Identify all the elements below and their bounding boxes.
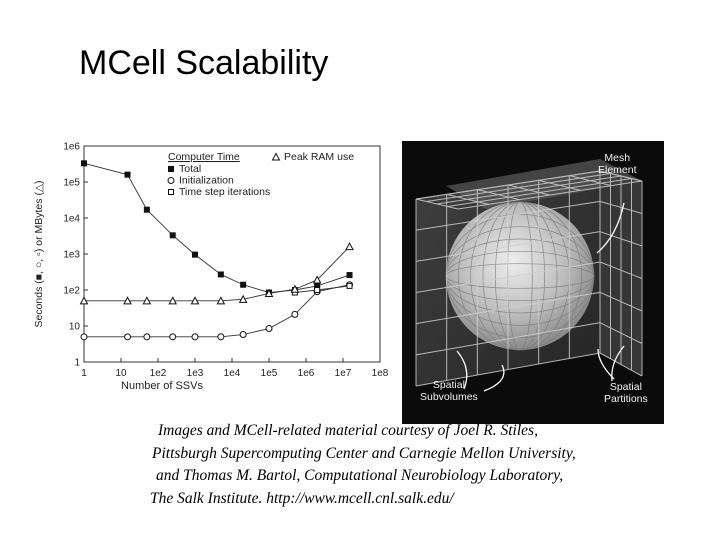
spatial-partitions-label: Spatial Partitions <box>604 381 648 405</box>
mesh-arrow <box>596 202 625 254</box>
series-0-point-1 <box>124 171 131 178</box>
y-tick-label-0: 1 <box>74 358 80 369</box>
x-tick-label-5: 1e5 <box>261 368 278 379</box>
series-3-point-7 <box>264 288 274 297</box>
series-3-point-10 <box>345 242 354 251</box>
series-0-point-3 <box>169 232 176 239</box>
spatial-partitions-text: Spatial Partitions <box>604 381 648 405</box>
x-tick-label-4: 1e4 <box>224 368 241 379</box>
caption-line-4: The Salk Institute. http://www.mcell.cnl… <box>150 489 454 507</box>
series-0-point-10 <box>346 272 353 279</box>
top-grid-b-3 <box>447 178 632 207</box>
legend-entry-2: Time step iterations <box>179 186 270 198</box>
mesh-element-text: Mesh Element <box>598 152 637 176</box>
partition-arrow-2 <box>597 348 615 380</box>
y-axis-label: Seconds (■, ○, ▫) or MBytes (△) <box>33 180 45 327</box>
caption-line-2: Pittsburgh Supercomputing Center and Car… <box>152 444 576 462</box>
series-line-3 <box>84 246 350 302</box>
series-1-point-8 <box>291 310 299 318</box>
x-tick-label-7: 1e7 <box>335 368 352 379</box>
series-3-point-1 <box>123 296 132 305</box>
series-1-point-7 <box>265 325 273 333</box>
y-tick-label-6: 1e6 <box>63 142 80 153</box>
front-grid-h-6 <box>415 352 601 387</box>
y-tick-label-1: 10 <box>69 322 81 333</box>
scalability-chart: 1 10 1e2 1e3 1e4 1e5 1e6 1e7 1e8 1 10 1e2 1e3 1e4 1e5 1… <box>30 138 392 400</box>
y-tick-label-4: 1e4 <box>63 214 80 225</box>
series-3-point-4 <box>190 296 200 305</box>
series-line-2 <box>294 285 350 293</box>
legend-marker-1 <box>167 177 175 184</box>
series-3-point-5 <box>216 296 226 305</box>
caption-line-1: Images and MCell-related material courte… <box>158 422 538 439</box>
top-grid-b-0 <box>415 170 601 200</box>
cube-illustration <box>415 159 643 392</box>
partition-arrow-1 <box>611 345 625 382</box>
right-grid-h-2 <box>599 231 643 247</box>
series-1-point-3 <box>169 333 177 341</box>
series-3-point-3 <box>168 296 178 305</box>
y-tick-label-3: 1e3 <box>63 250 80 261</box>
right-grid-h-1 <box>599 200 643 214</box>
y-tick-label-2: 1e2 <box>63 286 80 297</box>
x-tick-label-8: 1e8 <box>372 368 389 379</box>
x-tick-label-0: 1 <box>81 368 87 379</box>
spatial-subvolumes-text: Spatial Subvolumes <box>420 379 478 403</box>
subvolume-arrow-2 <box>483 364 505 392</box>
series-0-point-4 <box>192 251 198 258</box>
x-axis-label: Number of SSVs <box>121 380 203 392</box>
series-0-point-5 <box>217 271 224 278</box>
series-1-point-6 <box>239 331 247 339</box>
series-3-point-9 <box>312 275 322 284</box>
series-2-point-9 <box>314 287 321 293</box>
legend-entry-3: Peak RAM use <box>284 151 354 163</box>
legend-entry-0: Total <box>179 163 201 175</box>
caption-line-3: and Thomas M. Bartol, Computational Neur… <box>156 467 564 484</box>
subvolume-arrow-1 <box>456 350 468 390</box>
right-grid-h-3 <box>599 261 643 279</box>
top-grid-b-2 <box>436 175 622 205</box>
series-0-point-6 <box>240 281 247 288</box>
chart-svg: 1 10 1e2 1e3 1e4 1e5 1e6 1e7 1e8 1 10 1e2 1e3 1e4 1e5 1… <box>33 142 389 393</box>
series-1-point-1 <box>124 333 132 341</box>
legend-entry-1: Initialization <box>179 175 234 187</box>
x-tick-label-1: 10 <box>115 368 127 379</box>
series-2-point-10 <box>346 282 353 289</box>
front-grid-h-5 <box>415 322 601 356</box>
mesh-cube-figure: Mesh Element Spatial Subvolumes Spatial … <box>402 141 664 424</box>
series-1-point-2 <box>143 333 151 341</box>
legend-marker-3 <box>271 152 281 161</box>
right-grid-h-4 <box>599 291 643 312</box>
image-credit-caption: Images and MCell-related material courte… <box>150 420 670 510</box>
series-3-point-8 <box>290 284 300 293</box>
x-tick-label-6: 1e6 <box>298 368 315 379</box>
series-line-1 <box>84 284 350 338</box>
legend-title: Computer Time <box>168 151 240 163</box>
series-3-point-2 <box>142 296 152 305</box>
series-1-point-0 <box>80 333 88 341</box>
sphere-longitude-5 <box>457 201 583 351</box>
series-0-point-9 <box>314 282 321 289</box>
top-grid-b-1 <box>426 173 611 202</box>
right-grid-h-6 <box>599 352 643 377</box>
x-tick-label-2: 1e2 <box>150 368 167 379</box>
series-0-point-0 <box>81 160 87 167</box>
spatial-subvolumes-label: Spatial Subvolumes <box>420 379 478 403</box>
right-grid-h-5 <box>599 322 643 344</box>
series-3-point-0 <box>79 296 89 305</box>
x-tick-label-3: 1e3 <box>187 368 204 379</box>
series-0-point-2 <box>143 206 150 213</box>
mesh-element-label: Mesh Element <box>598 152 637 176</box>
series-1-point-4 <box>191 333 199 341</box>
legend-marker-0 <box>168 166 174 172</box>
series-1-point-5 <box>217 333 225 341</box>
legend-marker-2 <box>168 189 174 195</box>
slide-title: MCell Scalability <box>79 44 329 82</box>
y-tick-label-5: 1e5 <box>63 178 80 189</box>
top-grid-b-4 <box>457 180 643 210</box>
series-3-point-6 <box>238 294 248 303</box>
